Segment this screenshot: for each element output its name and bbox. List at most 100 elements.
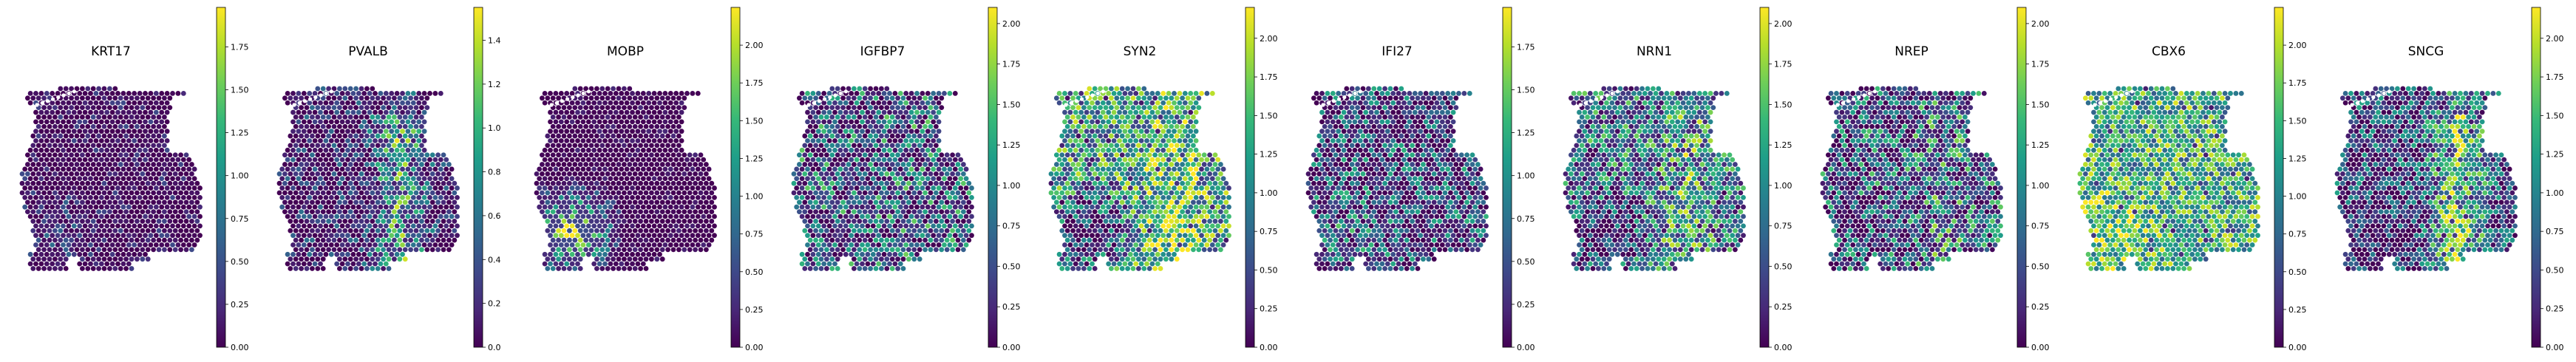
- spot: [331, 123, 337, 129]
- spot: [545, 162, 551, 167]
- spot: [381, 171, 386, 177]
- spot: [690, 242, 696, 247]
- spot: [413, 237, 419, 243]
- spot: [815, 233, 821, 239]
- spot: [410, 157, 416, 163]
- spot: [80, 266, 85, 271]
- spot: [350, 91, 356, 96]
- spot: [159, 109, 165, 115]
- spot: [350, 119, 356, 125]
- spot: [679, 166, 684, 172]
- spot: [810, 109, 816, 115]
- spot: [799, 147, 805, 153]
- spot: [82, 109, 88, 115]
- spot: [1180, 152, 1185, 158]
- spot: [567, 152, 572, 158]
- spot: [392, 209, 397, 215]
- spot: [1138, 109, 1144, 115]
- spot: [810, 251, 816, 257]
- spot: [1062, 166, 1067, 172]
- spot: [958, 185, 964, 191]
- spot: [432, 91, 438, 96]
- spot: [597, 91, 602, 96]
- spot: [583, 105, 588, 111]
- spot: [381, 228, 386, 233]
- spot: [413, 133, 419, 139]
- spot: [132, 194, 137, 200]
- spot: [862, 105, 868, 111]
- spot: [676, 237, 682, 243]
- spot: [1070, 95, 1075, 101]
- spot: [632, 123, 638, 129]
- spot: [1196, 105, 1202, 111]
- spot: [665, 171, 670, 177]
- spot: [868, 266, 873, 271]
- spot: [1158, 152, 1163, 158]
- spot: [646, 166, 652, 172]
- spot: [588, 115, 594, 120]
- spot: [162, 190, 167, 196]
- spot: [288, 219, 293, 224]
- spot: [1127, 91, 1133, 96]
- spot: [884, 105, 890, 111]
- spot: [140, 228, 146, 233]
- spot: [835, 190, 840, 196]
- spot: [881, 129, 887, 134]
- spot: [342, 143, 348, 148]
- spot: [342, 266, 348, 271]
- spot: [630, 251, 635, 257]
- spot: [569, 176, 575, 182]
- spot: [1188, 129, 1194, 134]
- spot: [35, 228, 41, 233]
- spot: [301, 138, 307, 143]
- spot: [840, 115, 846, 120]
- spot: [118, 209, 123, 215]
- spot: [112, 180, 118, 186]
- colorbar-gradient: [216, 7, 226, 348]
- spot: [540, 209, 545, 215]
- spot: [852, 115, 857, 120]
- spot: [577, 256, 583, 262]
- spot: [405, 91, 411, 96]
- spot: [934, 152, 939, 158]
- spot: [591, 129, 597, 134]
- spot: [416, 91, 422, 96]
- spot: [638, 162, 643, 167]
- spot: [452, 209, 458, 215]
- spot: [353, 228, 358, 233]
- spot: [884, 237, 890, 243]
- spot: [375, 143, 381, 148]
- spot: [383, 242, 389, 247]
- spot: [662, 119, 668, 125]
- spot: [657, 214, 662, 219]
- spot: [667, 109, 673, 115]
- spot: [370, 133, 375, 139]
- spot: [98, 109, 104, 115]
- spot: [96, 237, 102, 243]
- spot: [1109, 123, 1114, 129]
- spot: [1119, 171, 1125, 177]
- spot: [126, 194, 132, 200]
- spot: [50, 204, 55, 210]
- spot: [361, 166, 367, 172]
- spot: [129, 237, 135, 243]
- spot: [1160, 119, 1166, 125]
- spot: [135, 152, 140, 158]
- spot: [47, 105, 52, 111]
- spot: [605, 237, 611, 243]
- spot: [903, 119, 909, 125]
- spot: [1130, 180, 1136, 186]
- spot: [1059, 180, 1065, 186]
- spot: [191, 242, 197, 247]
- colorbar-tick-label: 0.50: [1002, 262, 1021, 271]
- spot: [98, 261, 104, 267]
- spot: [810, 138, 816, 143]
- spot: [389, 204, 395, 210]
- spot: [85, 209, 91, 215]
- spot: [646, 157, 652, 163]
- spot: [397, 152, 403, 158]
- spot: [90, 180, 96, 186]
- spot: [852, 86, 857, 92]
- spot: [126, 91, 132, 96]
- spot: [583, 190, 588, 196]
